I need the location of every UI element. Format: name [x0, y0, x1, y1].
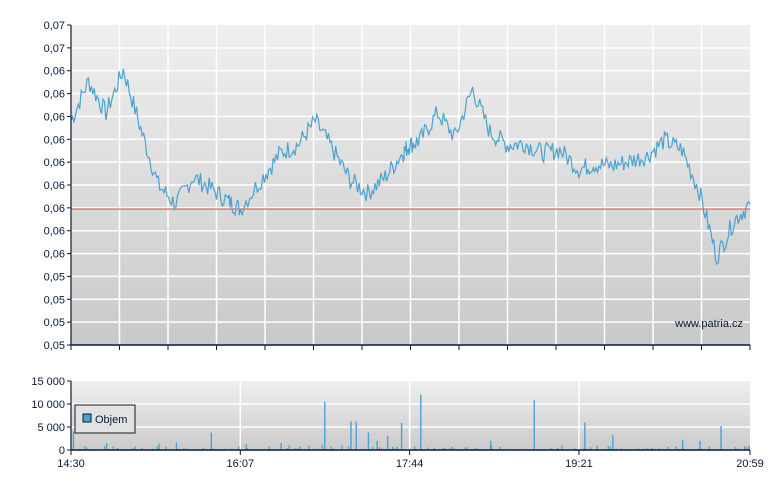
volume-y-tick-label: 10 000	[31, 399, 65, 411]
volume-chart: 0 5 000 10 000 15 000 14:30 16:07 17:44 19:21 2…	[31, 376, 763, 470]
time-tick-label: 17:44	[396, 458, 424, 470]
y-tick-label: 0,06	[44, 226, 65, 238]
volume-bar	[681, 439, 684, 450]
y-tick-label: 0,07	[44, 43, 65, 55]
volume-bar	[699, 440, 701, 450]
volume-bar	[72, 431, 75, 450]
volume-y-tick-label: 5 000	[37, 422, 65, 434]
volume-bar	[280, 443, 282, 450]
volume-bar	[367, 432, 370, 450]
legend-label: Objem	[95, 414, 127, 426]
price-line	[70, 68, 751, 265]
volume-bar	[489, 440, 492, 450]
volume-bar	[245, 444, 247, 450]
volume-grid	[71, 381, 750, 450]
volume-bar	[584, 422, 586, 450]
volume-y-tick-label: 15 000	[31, 376, 65, 388]
y-tick-label: 0,06	[44, 249, 65, 261]
y-tick-label: 0,05	[44, 340, 65, 352]
volume-bar	[376, 440, 378, 450]
y-tick-label: 0,06	[44, 157, 65, 169]
time-tick-label: 20:59	[736, 458, 764, 470]
volume-bar	[210, 432, 213, 450]
volume-bar	[324, 401, 326, 450]
y-tick-label: 0,05	[44, 271, 65, 283]
volume-plot-background	[71, 381, 750, 450]
volume-bar	[158, 443, 160, 450]
volume-bar	[175, 442, 178, 450]
volume-y-axis: 0 5 000 10 000 15 000	[31, 376, 72, 457]
y-tick-label: 0,07	[44, 20, 65, 32]
price-y-axis: 0,07 0,07 0,06 0,06 0,06 0,06 0,06 0,06 0,06 0,06…	[44, 20, 72, 352]
price-chart: 0,07 0,07 0,06 0,06 0,06 0,06 0,06 0,06 0,06 0,06…	[44, 20, 751, 352]
volume-bar	[355, 421, 357, 450]
volume-bar	[400, 422, 403, 450]
volume-bar	[720, 426, 722, 450]
y-tick-label: 0,06	[44, 66, 65, 78]
y-tick-label: 0,05	[44, 294, 65, 306]
volume-legend: Objem	[74, 404, 136, 434]
y-tick-label: 0,06	[44, 89, 65, 101]
volume-bar	[386, 435, 389, 450]
time-tick-label: 16:07	[227, 458, 255, 470]
price-x-axis	[70, 344, 751, 350]
volume-bar	[350, 421, 352, 450]
time-tick-label: 14:30	[57, 458, 85, 470]
watermark: www.patria.cz	[674, 318, 743, 330]
y-tick-label: 0,05	[44, 317, 65, 329]
y-tick-label: 0,06	[44, 111, 65, 123]
price-grid	[71, 25, 750, 345]
volume-y-tick-label: 0	[59, 445, 65, 457]
volume-bar	[612, 435, 614, 450]
y-tick-label: 0,06	[44, 180, 65, 192]
time-tick-label: 19:21	[565, 458, 593, 470]
y-tick-label: 0,06	[44, 203, 65, 215]
y-tick-label: 0,06	[44, 134, 65, 146]
volume-bar	[533, 400, 535, 450]
volume-bar	[420, 394, 422, 450]
time-x-axis: 14:30 16:07 17:44 19:21 20:59	[57, 449, 764, 470]
volume-bar	[105, 443, 108, 450]
legend-swatch-icon	[82, 413, 92, 423]
